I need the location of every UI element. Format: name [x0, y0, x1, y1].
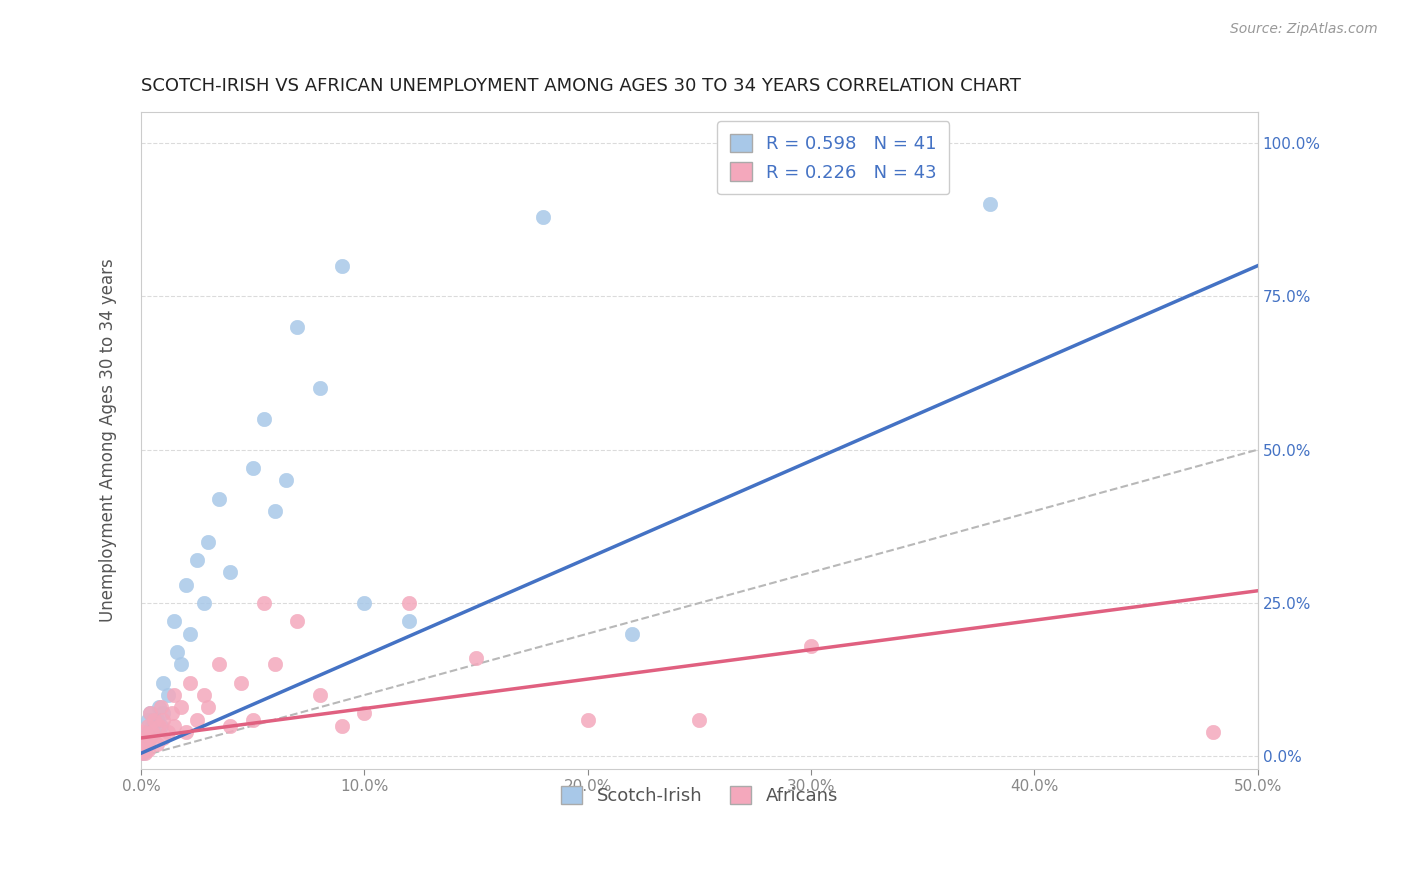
Point: [148, 700, 170, 714]
Point: [264, 657, 287, 672]
Point: [136, 713, 159, 727]
Point: [139, 706, 162, 721]
Point: [134, 731, 156, 745]
Point: [285, 615, 308, 629]
Point: [330, 719, 353, 733]
Point: [276, 473, 298, 487]
Point: [152, 731, 174, 745]
Point: [132, 737, 155, 751]
Point: [152, 713, 174, 727]
Point: [576, 713, 599, 727]
Point: [979, 197, 1001, 211]
Point: [152, 675, 174, 690]
Point: [134, 731, 156, 745]
Point: [129, 743, 152, 757]
Point: [398, 596, 420, 610]
Point: [163, 719, 186, 733]
Text: SCOTCH-IRISH VS AFRICAN UNEMPLOYMENT AMONG AGES 30 TO 34 YEARS CORRELATION CHART: SCOTCH-IRISH VS AFRICAN UNEMPLOYMENT AMO…: [141, 78, 1021, 95]
Point: [136, 719, 159, 733]
Point: [163, 688, 186, 702]
Point: [139, 731, 162, 745]
Point: [174, 577, 197, 591]
Point: [150, 719, 173, 733]
Point: [531, 210, 554, 224]
Point: [330, 259, 353, 273]
Point: [150, 700, 173, 714]
Point: [186, 553, 208, 567]
Point: [465, 651, 488, 665]
Point: [398, 615, 420, 629]
Point: [152, 706, 174, 721]
Point: [253, 412, 276, 426]
Point: [136, 743, 159, 757]
Point: [170, 657, 193, 672]
Point: [162, 706, 184, 721]
Point: [264, 504, 287, 518]
Point: [688, 713, 710, 727]
Point: [166, 645, 188, 659]
Point: [193, 596, 215, 610]
Point: [231, 675, 253, 690]
Y-axis label: Unemployment Among Ages 30 to 34 years: Unemployment Among Ages 30 to 34 years: [100, 259, 117, 623]
Point: [208, 491, 231, 506]
Point: [197, 700, 219, 714]
Point: [134, 743, 156, 757]
Point: [170, 700, 193, 714]
Point: [800, 639, 823, 653]
Point: [148, 719, 170, 733]
Point: [134, 747, 156, 761]
Point: [156, 724, 179, 739]
Point: [186, 713, 208, 727]
Point: [143, 724, 166, 739]
Point: [1202, 724, 1225, 739]
Point: [353, 706, 375, 721]
Point: [141, 719, 163, 733]
Point: [219, 566, 242, 580]
Point: [139, 731, 162, 745]
Point: [353, 596, 375, 610]
Point: [285, 320, 308, 334]
Point: [179, 675, 201, 690]
Point: [132, 724, 155, 739]
Point: [145, 713, 167, 727]
Point: [129, 747, 152, 761]
Point: [179, 626, 201, 640]
Point: [136, 737, 159, 751]
Point: [141, 724, 163, 739]
Point: [174, 724, 197, 739]
Point: [132, 747, 155, 761]
Point: [219, 719, 242, 733]
Point: [163, 615, 186, 629]
Point: [139, 706, 162, 721]
Point: [208, 657, 231, 672]
Point: [136, 724, 159, 739]
Text: Source: ZipAtlas.com: Source: ZipAtlas.com: [1230, 22, 1378, 37]
Point: [621, 626, 644, 640]
Point: [145, 737, 167, 751]
Point: [129, 743, 152, 757]
Point: [129, 747, 152, 761]
Point: [308, 688, 330, 702]
Point: [242, 713, 264, 727]
Point: [143, 713, 166, 727]
Point: [197, 534, 219, 549]
Point: [193, 688, 215, 702]
Point: [253, 596, 276, 610]
Point: [132, 737, 155, 751]
Point: [308, 381, 330, 395]
Point: [156, 688, 179, 702]
Point: [242, 461, 264, 475]
Legend: Scotch-Irish, Africans: Scotch-Irish, Africans: [554, 779, 845, 812]
